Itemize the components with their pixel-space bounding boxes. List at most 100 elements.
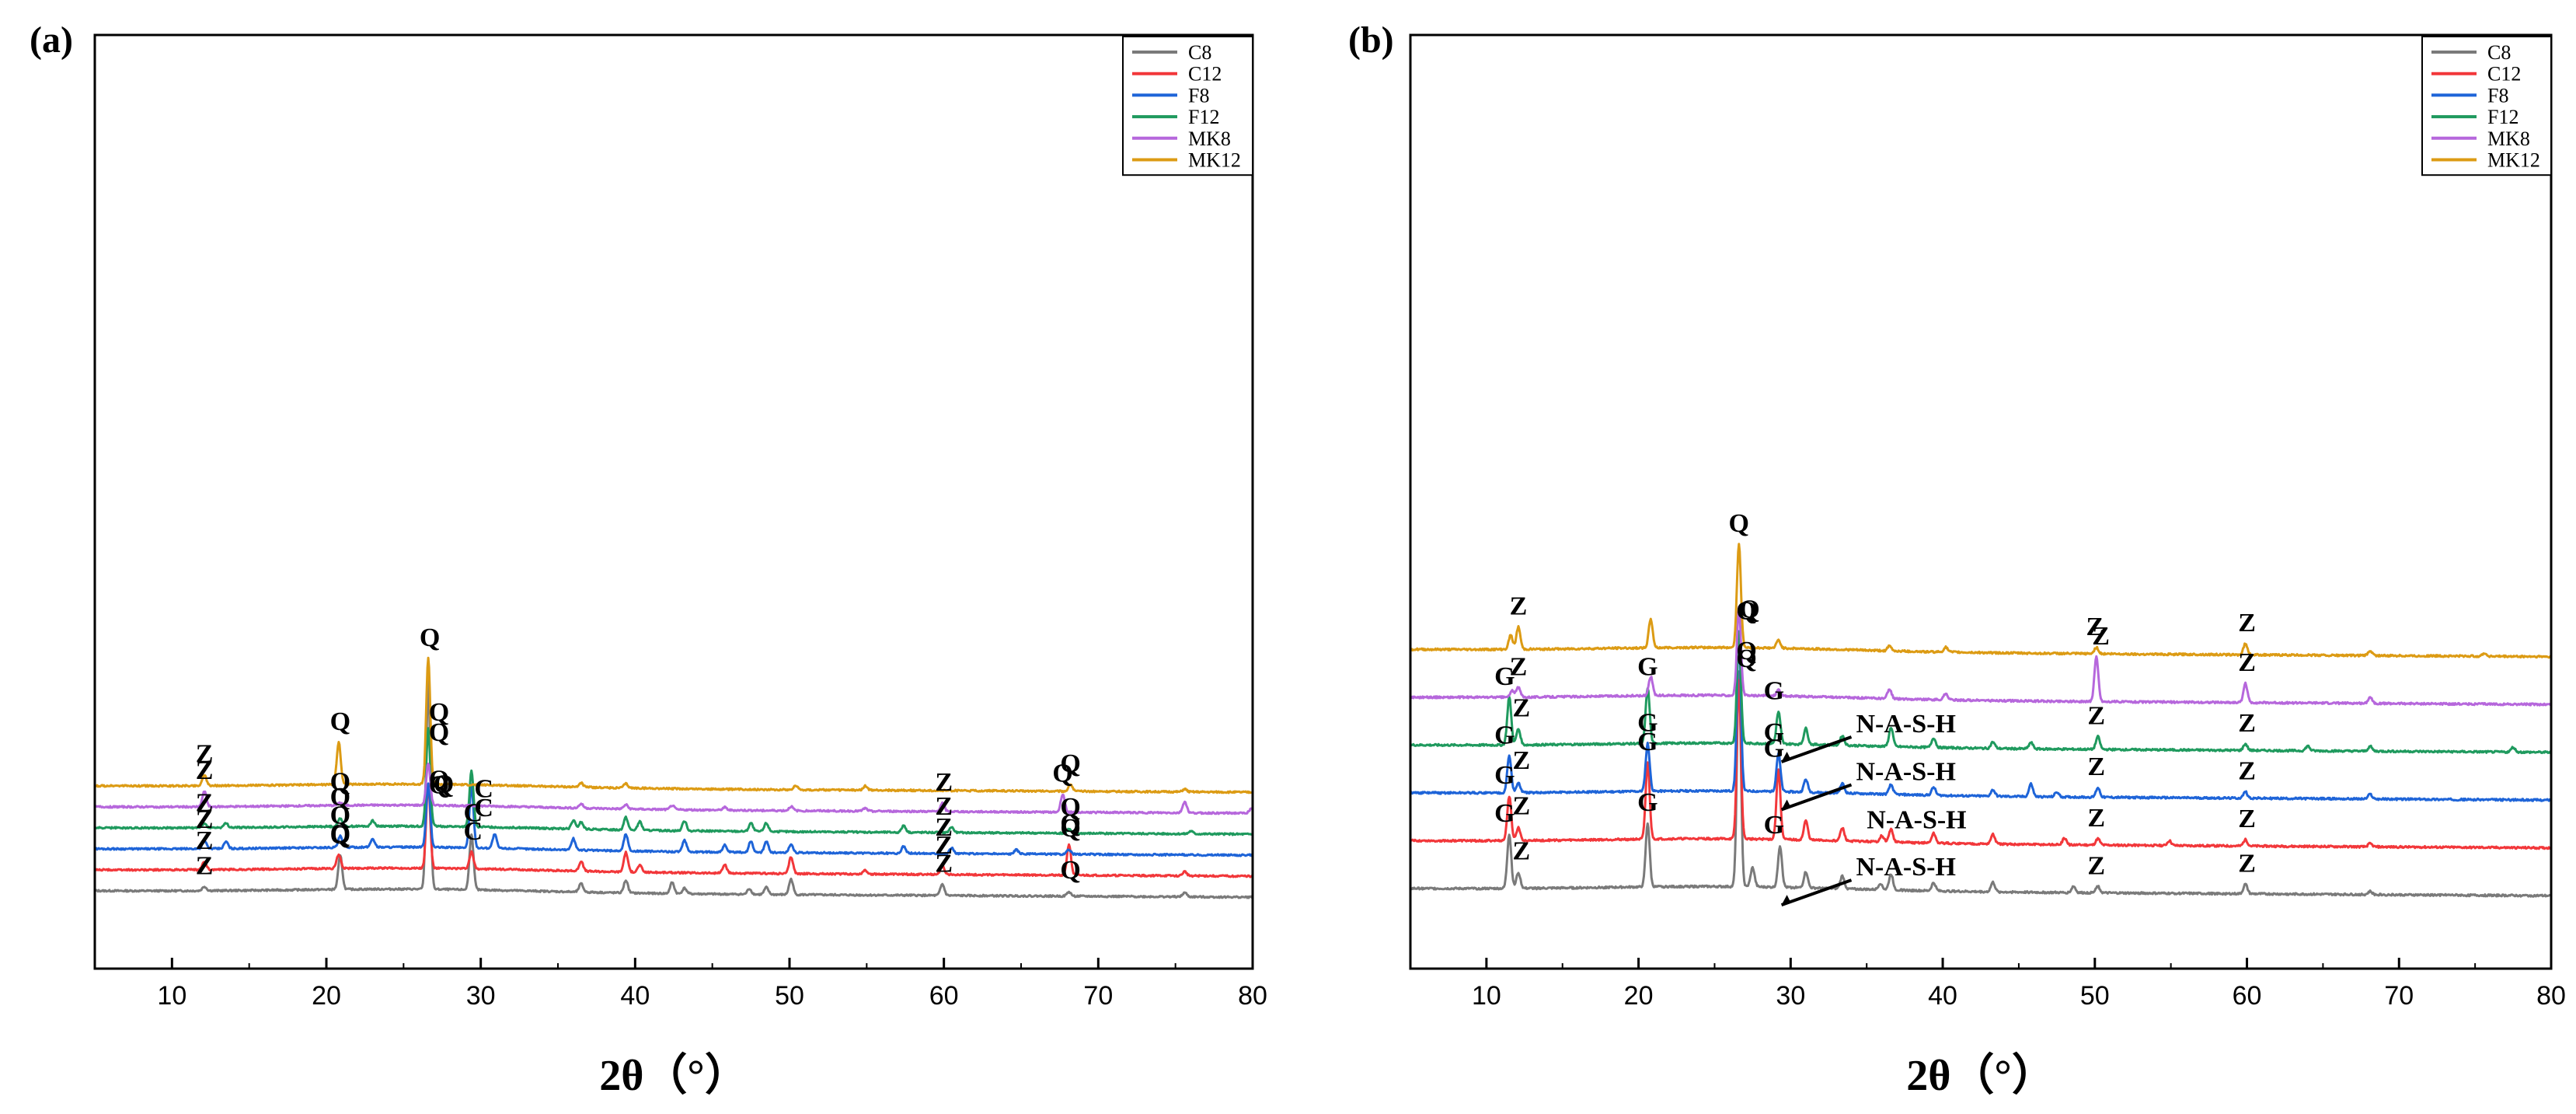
x-tick-label: 50: [775, 981, 804, 1011]
x-axis-title: 2θ（°）: [599, 1051, 748, 1100]
series-line-f8: [1409, 630, 2552, 802]
series-line-f8: [94, 782, 1254, 857]
peak-label: Z: [196, 756, 214, 785]
peak-label: Q: [1060, 814, 1080, 843]
series-line-c8: [94, 677, 1253, 899]
peak-label: Q: [434, 770, 454, 798]
peak-label: Z: [1510, 592, 1528, 621]
peak-label: Z: [2238, 757, 2256, 786]
plot-frame: [93, 33, 1254, 970]
series-line-mk8: [93, 763, 1254, 815]
peak-label: G: [1494, 799, 1515, 828]
peak-label: Z: [2087, 702, 2105, 731]
legend-label: MK12: [2487, 149, 2540, 172]
peak-label: Z: [2087, 851, 2105, 880]
peak-label: Z: [2092, 622, 2110, 651]
peak-label: Z: [935, 850, 953, 878]
peak-label: Q: [429, 698, 449, 727]
panel-label: (b): [1348, 19, 1394, 61]
x-tick-label: 10: [157, 981, 186, 1011]
peak-label: G: [1494, 721, 1515, 750]
x-tick-label: 80: [2536, 981, 2566, 1011]
legend-label: F12: [2487, 106, 2518, 128]
peak-label: Q: [1060, 856, 1080, 885]
legend-label: F12: [1188, 106, 1219, 128]
panel-label: (a): [30, 19, 73, 61]
peak-label: C: [463, 817, 483, 846]
x-tick-label: 60: [929, 981, 959, 1011]
peak-label: N-A-S-H: [1867, 806, 1966, 835]
x-tick-label: 20: [1624, 981, 1654, 1011]
arrow-icon: [1780, 735, 1853, 763]
peak-label: Z: [1513, 836, 1531, 865]
legend-label: MK8: [2487, 127, 2530, 150]
peak-label: Q: [330, 767, 350, 796]
peak-label: Q: [1736, 597, 1756, 626]
peak-label: Z: [196, 851, 214, 880]
peak-label: G: [1637, 708, 1657, 737]
series-line-f12: [1410, 630, 2553, 755]
peak-label: G: [1764, 735, 1784, 763]
peak-label: Z: [935, 768, 953, 797]
peak-label: Z: [2087, 804, 2105, 833]
series-line-c12: [1410, 679, 2552, 850]
peak-label: Z: [1510, 652, 1528, 681]
legend: [1122, 36, 1253, 176]
peak-label: G: [1637, 788, 1657, 817]
legend: [2421, 36, 2552, 176]
peak-label: N-A-S-H: [1856, 757, 1955, 786]
peak-label: Q: [330, 819, 350, 848]
peak-label: Q: [330, 783, 350, 812]
peak-label: G: [1764, 811, 1784, 840]
peak-label: Z: [935, 831, 953, 860]
arrow-icon: [1781, 751, 1791, 762]
legend-label: C12: [1188, 63, 1222, 86]
peak-label: Q: [1729, 509, 1749, 538]
arrow-icon: [1781, 799, 1791, 810]
peak-label: Z: [2087, 753, 2105, 781]
series-line-mk8: [1409, 606, 2553, 707]
peak-label: Q: [429, 771, 449, 800]
legend-label: MK12: [1188, 149, 1241, 172]
arrow-icon: [1781, 895, 1791, 906]
peak-label: Q: [330, 707, 350, 736]
peak-label: G: [1637, 653, 1657, 682]
peak-label: Z: [2238, 709, 2256, 738]
x-tick-label: 70: [1083, 981, 1113, 1011]
peak-label: Z: [1513, 694, 1531, 723]
series-line-f12: [93, 727, 1253, 836]
peak-label: Z: [1513, 746, 1531, 775]
series-line-mk12: [93, 656, 1253, 794]
x-tick-label: 10: [1472, 981, 1501, 1011]
peak-label: Q: [429, 718, 449, 747]
legend-label: F8: [1188, 84, 1209, 107]
series-line-mk12: [1410, 543, 2553, 659]
peak-label: Q: [420, 623, 440, 652]
x-tick-label: 30: [1776, 981, 1805, 1011]
x-tick-label: 40: [620, 981, 650, 1011]
peak-label: Q: [1060, 749, 1080, 778]
peak-label: C: [474, 775, 493, 804]
arrow-icon: [1780, 878, 1853, 907]
x-tick-label: 30: [466, 981, 496, 1011]
peak-label: Z: [1513, 792, 1531, 821]
x-tick-label: 60: [2233, 981, 2262, 1011]
peak-label: N-A-S-H: [1856, 710, 1955, 739]
legend-label: MK8: [1188, 127, 1231, 150]
peak-label: Q: [1052, 759, 1072, 787]
peak-label: Z: [2238, 609, 2256, 637]
peak-label: Z: [2238, 648, 2256, 677]
series-line-c8: [1409, 670, 2552, 898]
peak-label: Z: [935, 792, 953, 821]
plot-frame: [1409, 33, 2553, 970]
legend-label: F8: [2487, 84, 2508, 107]
peak-label: Z: [2238, 849, 2256, 878]
peak-label: Q: [330, 821, 350, 850]
x-tick-label: 20: [312, 981, 341, 1011]
peak-label: Q: [1736, 637, 1756, 665]
peak-label: Z: [196, 826, 214, 855]
peak-label: G: [1764, 718, 1784, 747]
